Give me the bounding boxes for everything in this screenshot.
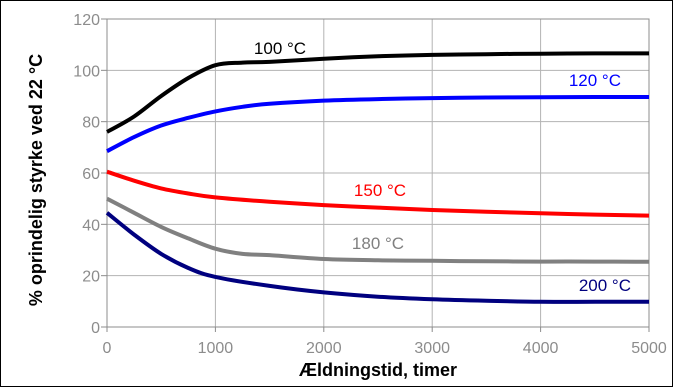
x-tick-label-0: 0	[103, 340, 112, 357]
y-tick-label-1: 20	[82, 269, 100, 286]
y-tick-label-0: 0	[91, 320, 100, 337]
series-label-150c: 150 °C	[354, 181, 406, 200]
series-line-180c	[106, 196, 650, 264]
x-tick-label-1: 1000	[198, 340, 234, 357]
series-line-150c	[106, 169, 650, 218]
series-label-120c: 120 °C	[569, 71, 621, 90]
series-line-100c	[106, 51, 649, 134]
series-line-200c	[105, 211, 649, 304]
series-label-200c: 200 °C	[579, 276, 631, 295]
series-label-180c: 180 °C	[352, 234, 404, 253]
y-tick-label-2: 40	[82, 217, 100, 234]
y-tick-label-4: 80	[82, 115, 100, 132]
y-tick-label-3: 60	[82, 166, 100, 183]
x-tick-label-4: 4000	[523, 340, 559, 357]
series-line-120c	[106, 94, 649, 153]
x-axis-title: Ældningstid, timer	[299, 360, 457, 380]
x-tick-label-3: 3000	[414, 340, 450, 357]
x-tick-label-2: 2000	[306, 340, 342, 357]
y-axis-title: % oprindelig styrke ved 22 °C	[26, 54, 46, 306]
x-tick-label-5: 5000	[631, 340, 667, 357]
y-tick-label-6: 120	[73, 12, 100, 29]
series-label-100c: 100 °C	[254, 39, 306, 58]
y-tick-label-5: 100	[73, 63, 100, 80]
